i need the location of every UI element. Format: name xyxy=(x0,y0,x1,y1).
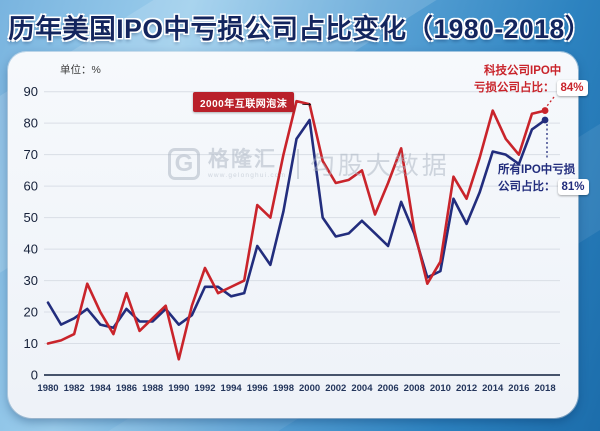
tech-ipo-value-badge: 84% xyxy=(556,79,588,97)
svg-text:2014: 2014 xyxy=(482,383,504,394)
tech-ipo-annotation-line1: 科技公司IPO中 xyxy=(484,65,562,77)
svg-text:60: 60 xyxy=(24,179,38,194)
svg-text:20: 20 xyxy=(24,305,38,320)
chart-card: 0 10 20 30 40 50 60 70 80 90 1980 1982 1984 1986 1988 1… xyxy=(8,52,589,418)
dotcom-bubble-annotation: 2000年互联网泡沫 → xyxy=(193,92,314,112)
tech-ipo-annotation: 科技公司IPO中 亏损公司占比： 84% xyxy=(474,63,588,97)
svg-text:1998: 1998 xyxy=(273,383,294,394)
svg-text:2004: 2004 xyxy=(351,383,373,394)
svg-text:1980: 1980 xyxy=(37,383,58,394)
svg-text:1986: 1986 xyxy=(116,383,137,394)
svg-text:2010: 2010 xyxy=(430,383,451,394)
svg-text:2012: 2012 xyxy=(456,383,477,394)
svg-text:0: 0 xyxy=(31,368,38,383)
all-ipo-value-badge: 81% xyxy=(557,178,589,196)
all-ipo-annotation-line1: 所有IPO中亏损 xyxy=(498,164,576,176)
watermark-brand: 格隆汇 xyxy=(208,147,277,171)
svg-text:2002: 2002 xyxy=(325,383,346,394)
dotcom-bubble-label: 2000年互联网泡沫 xyxy=(193,92,295,112)
tech-ipo-annotation-line2: 亏损公司占比： 84% xyxy=(474,79,588,97)
watermark-suffix: 勾股大数据 xyxy=(309,152,450,180)
svg-text:10: 10 xyxy=(24,336,38,351)
watermark-url: www.gelonghui.com xyxy=(208,171,287,179)
svg-text:1992: 1992 xyxy=(194,383,215,394)
svg-text:1996: 1996 xyxy=(247,383,268,394)
svg-text:1994: 1994 xyxy=(221,383,243,394)
svg-text:1990: 1990 xyxy=(168,383,189,394)
svg-text:90: 90 xyxy=(24,84,38,99)
page-title: 历年美国IPO中亏损公司占比变化（1980-2018） xyxy=(8,14,592,44)
svg-text:2008: 2008 xyxy=(404,383,425,394)
all-ipo-annotation: 所有IPO中亏损 公司占比： 81% xyxy=(498,162,589,196)
svg-text:1984: 1984 xyxy=(90,383,112,394)
svg-text:2018: 2018 xyxy=(534,383,555,394)
watermark: G 格隆汇 www.gelonghui.com 勾股大数据 xyxy=(168,146,450,182)
all-ipo-annotation-line2: 公司占比： 81% xyxy=(498,178,589,196)
watermark-divider xyxy=(297,149,299,179)
arrow-right-icon: → xyxy=(299,93,315,111)
svg-text:70: 70 xyxy=(24,147,38,162)
watermark-brand-block: 格隆汇 www.gelonghui.com xyxy=(208,149,286,180)
svg-text:40: 40 xyxy=(24,242,38,257)
watermark-logo-icon: G xyxy=(168,148,200,180)
svg-text:50: 50 xyxy=(24,210,38,225)
svg-text:30: 30 xyxy=(24,273,38,288)
svg-text:80: 80 xyxy=(24,116,38,131)
y-axis-unit-label: 单位：% xyxy=(60,64,101,76)
svg-text:1982: 1982 xyxy=(64,383,85,394)
svg-text:2016: 2016 xyxy=(508,383,529,394)
svg-text:2000: 2000 xyxy=(299,383,320,394)
svg-text:1988: 1988 xyxy=(142,383,163,394)
chart-canvas: 0 10 20 30 40 50 60 70 80 90 1980 1982 1984 1986 1988 1… xyxy=(24,84,560,394)
svg-text:2006: 2006 xyxy=(378,383,399,394)
